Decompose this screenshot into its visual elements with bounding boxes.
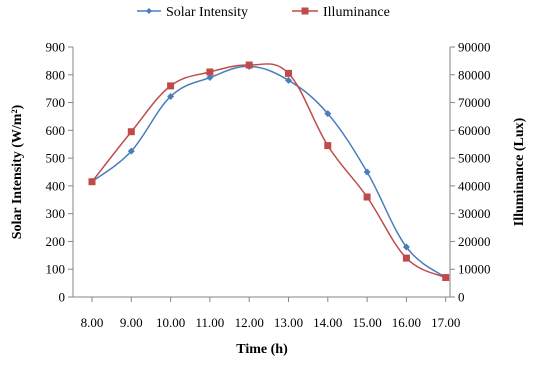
series-line-solar-intensity [91,65,447,279]
data-point-illuminance [127,128,135,136]
x-tick-label: 13.00 [274,315,303,330]
y-left-tick-label: 800 [46,67,66,82]
data-point-illuminance [363,193,371,201]
legend-label-illuminance: Illuminance [323,5,390,20]
y-right-tick-label: 10000 [458,262,491,277]
y-left-tick-label: 900 [46,40,66,55]
x-axis-title: Time (h) [236,342,288,357]
ticks: 0 100 200 300 400 500 600 700 800 900 0 10000 20000 3… [46,40,491,331]
y-right-tick-label: 50000 [458,151,491,166]
series-line-illuminance [91,63,447,279]
x-tick-label: 11.00 [196,315,225,330]
y-left-tick-label: 500 [46,151,66,166]
x-tick-label: 17.00 [431,315,460,330]
y-right-tick-label: 20000 [458,234,491,249]
legend: Solar Intensity Illuminance [137,5,390,20]
series [88,61,450,282]
legend-marker-illuminance [301,7,309,15]
x-tick-label: 10.00 [156,315,185,330]
x-tick-label: 16.00 [392,315,421,330]
data-point-solar-intensity [402,243,410,251]
y-left-tick-label: 600 [46,123,66,138]
data-point-solar-intensity [285,76,292,84]
y-right-tick-label: 30000 [458,206,491,221]
data-point-solar-intensity [167,92,175,100]
legend-marker-solar-intensity [146,8,152,14]
y-right-tick-label: 40000 [458,178,491,193]
y-left-tick-label: 400 [46,178,66,193]
y-right-tick-label: 0 [458,290,465,305]
y-left-tick-label: 100 [46,262,66,277]
data-point-illuminance [167,82,175,90]
y-left-tick-label: 0 [59,290,66,305]
y-right-tick-label: 60000 [458,123,491,138]
data-point-illuminance [442,274,450,282]
data-point-illuminance [285,69,292,77]
x-tick-label: 14.00 [313,315,342,330]
y-right-tick-label: 80000 [458,67,491,82]
legend-label-solar-intensity: Solar Intensity [166,5,248,20]
data-point-solar-intensity [206,74,214,82]
x-tick-label: 15.00 [352,315,381,330]
data-point-solar-intensity [324,110,332,118]
x-tick-label: 12.00 [235,315,264,330]
data-point-illuminance [206,68,214,76]
y-left-tick-label: 200 [46,234,66,249]
y-axis-right-title: Illuminance (Lux) [512,117,527,226]
y-left-tick-label: 300 [46,206,66,221]
y-right-tick-label: 90000 [458,40,491,55]
y-right-tick-label: 70000 [458,95,491,110]
data-point-illuminance [402,254,410,262]
data-point-illuminance [245,61,253,69]
x-tick-label: 8.00 [81,315,104,330]
x-tick-label: 9.00 [120,315,143,330]
data-point-solar-intensity [127,147,135,155]
y-left-tick-label: 700 [46,95,66,110]
data-point-solar-intensity [363,168,371,176]
data-point-illuminance [88,178,96,186]
data-point-illuminance [324,142,332,150]
y-axis-left-title: Solar Intensity (W/m²) [10,104,25,239]
